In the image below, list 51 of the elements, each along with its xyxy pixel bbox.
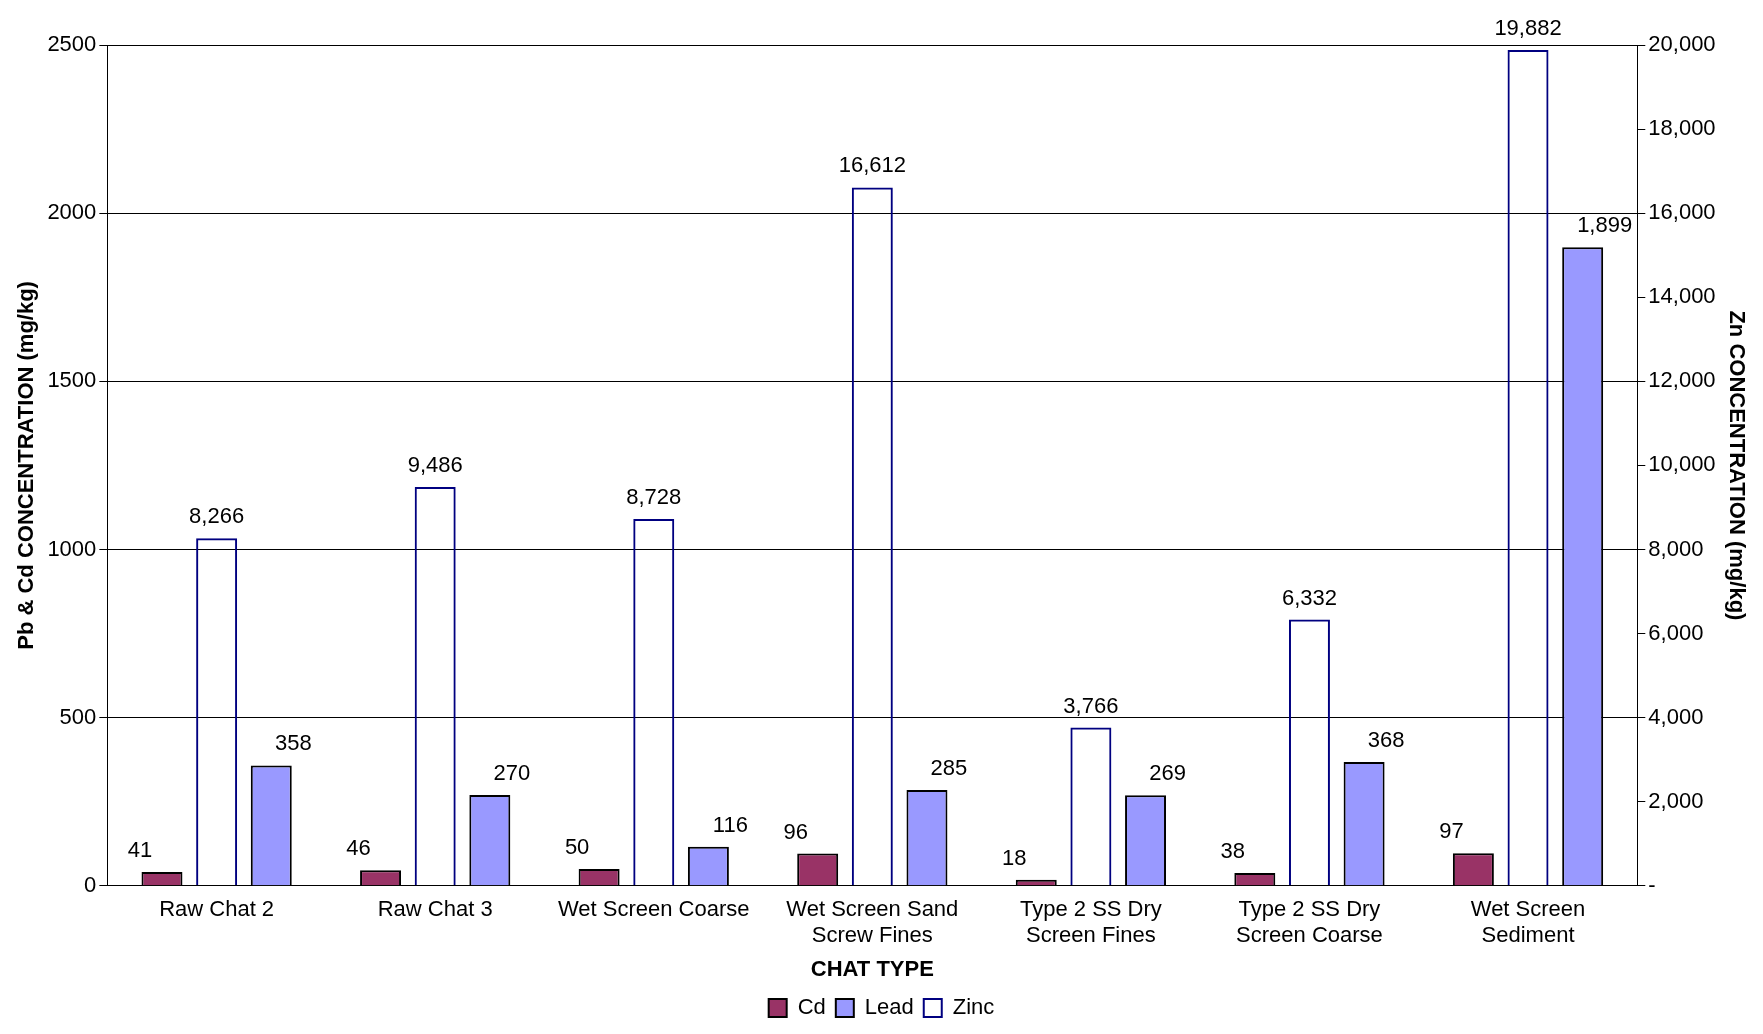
y2-tick-label: 2,000: [1648, 787, 1704, 813]
data-label: 50: [564, 834, 590, 860]
y2-tick-label: 6,000: [1648, 619, 1704, 645]
y-tick-label: 2000: [47, 199, 97, 225]
data-label: 16,612: [838, 152, 906, 178]
y-tick-label: 1000: [47, 535, 97, 561]
y-tick-label: 2500: [47, 31, 97, 57]
data-label: 8,728: [626, 483, 682, 509]
data-label: 1,899: [1577, 212, 1633, 238]
y2-axis-title: Zn CONCENTRATION (mg/kg): [1724, 310, 1750, 621]
data-label: 269: [1149, 760, 1186, 786]
y-tick-label: 1500: [47, 367, 97, 393]
y-tick-label: 0: [84, 871, 97, 897]
legend-label: Zinc: [952, 994, 995, 1020]
data-label: 19,882: [1494, 15, 1562, 41]
data-label: 116: [712, 811, 748, 837]
y-axis-title: Pb & Cd CONCENTRATION (mg/kg): [13, 281, 39, 650]
data-label: 38: [1220, 838, 1246, 864]
y2-tick-label: 12,000: [1648, 367, 1716, 393]
x-tick-label: Wet Screen Sediment: [1470, 896, 1586, 948]
data-label: 368: [1367, 727, 1405, 753]
data-label: 8,266: [189, 503, 245, 529]
legend-label: Cd: [797, 994, 826, 1020]
data-label: 41: [127, 837, 153, 863]
x-tick-label: Raw Chat 3: [377, 896, 493, 922]
legend-label: Lead: [864, 994, 914, 1020]
x-tick-label: Type 2 SS Dry Screen Coarse: [1236, 896, 1383, 948]
x-tick-label: Raw Chat 2: [159, 896, 275, 922]
y2-tick-label: 8,000: [1648, 535, 1704, 561]
data-label: 285: [930, 755, 968, 781]
data-label: 96: [783, 818, 808, 844]
x-axis-title: CHAT TYPE: [810, 955, 934, 981]
data-label: 18: [1002, 844, 1027, 870]
y-tick-label: 500: [59, 703, 97, 729]
y2-tick-label: 10,000: [1648, 451, 1716, 477]
data-label: 270: [493, 760, 531, 786]
y2-tick-label: 14,000: [1648, 283, 1716, 309]
data-label: 46: [346, 835, 371, 861]
y2-tick-label: 16,000: [1648, 199, 1716, 225]
data-label: 97: [1439, 818, 1464, 844]
x-tick-label: Wet Screen Coarse: [557, 896, 750, 922]
y2-tick-label: -: [1648, 871, 1656, 897]
y2-tick-label: 18,000: [1648, 115, 1716, 141]
y2-tick-label: 20,000: [1648, 31, 1716, 57]
x-tick-label: Wet Screen Sand Screw Fines: [786, 896, 959, 948]
x-tick-label: Type 2 SS Dry Screen Fines: [1019, 896, 1162, 948]
data-label: 6,332: [1281, 584, 1337, 610]
data-label: 358: [274, 730, 312, 756]
y2-tick-label: 4,000: [1648, 703, 1704, 729]
data-label: 3,766: [1063, 692, 1119, 718]
data-label: 9,486: [407, 452, 463, 478]
